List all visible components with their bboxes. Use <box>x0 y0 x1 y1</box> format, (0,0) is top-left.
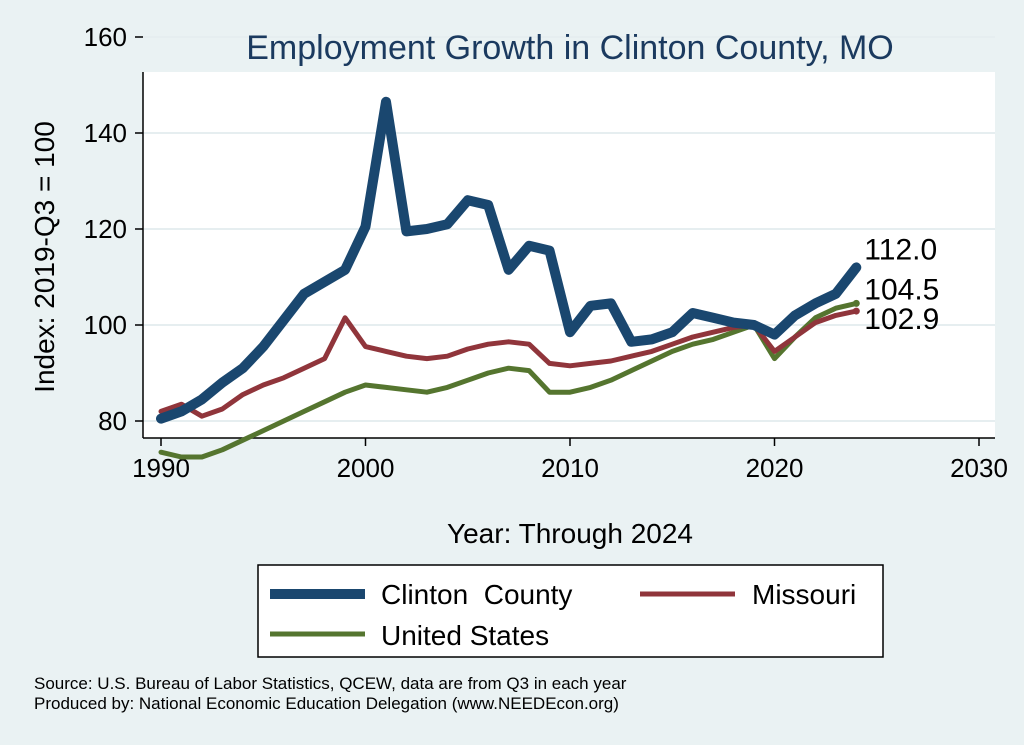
legend-label-united-states: United States <box>381 620 549 651</box>
end-point-missouri <box>852 307 860 315</box>
x-tick-label: 2010 <box>541 453 599 483</box>
y-axis-title: Index: 2019-Q3 = 100 <box>29 121 60 393</box>
legend-label-missouri: Missouri <box>752 579 856 610</box>
x-axis-title: Year: Through 2024 <box>447 518 693 549</box>
y-tick-label: 120 <box>84 214 127 244</box>
x-tick-label: 2030 <box>950 453 1008 483</box>
y-ticks: 80 100 120 140 160 <box>84 22 143 436</box>
y-tick-label: 140 <box>84 118 127 148</box>
end-label-united-states: 104.5 <box>864 273 939 306</box>
source-line: Source: U.S. Bureau of Labor Statistics,… <box>34 674 627 693</box>
produced-by-line: Produced by: National Economic Education… <box>34 694 619 713</box>
legend-entry-clinton: Clinton County <box>270 579 572 610</box>
end-point-clinton-county <box>852 263 860 271</box>
series-line-clinton-county <box>156 96 862 424</box>
end-label-missouri: 102.9 <box>864 303 939 336</box>
y-tick-label: 80 <box>98 406 127 436</box>
y-tick-label: 160 <box>84 22 127 52</box>
end-point-united-states <box>852 299 860 307</box>
x-tick-label: 2000 <box>337 453 395 483</box>
legend-box <box>257 564 884 658</box>
legend-label-clinton: Clinton County <box>381 579 572 610</box>
legend-entry-united-states: United States <box>270 620 549 651</box>
series-line-united-states <box>158 300 859 460</box>
legend-entry-missouri: Missouri <box>640 579 856 610</box>
series-group <box>156 96 862 460</box>
chart-title: Employment Growth in Clinton County, MO <box>246 29 894 67</box>
end-label-clinton-county: 112.0 <box>864 233 937 266</box>
x-ticks: 1990 2000 2010 2020 2030 <box>132 438 1008 483</box>
x-tick-label: 2020 <box>746 453 804 483</box>
y-tick-label: 100 <box>84 310 127 340</box>
